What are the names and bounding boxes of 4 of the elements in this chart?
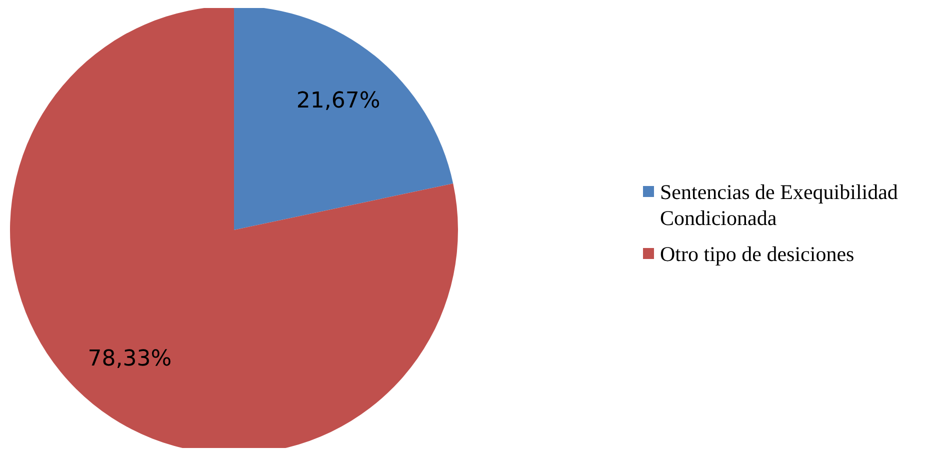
legend-label: Otro tipo de desiciones xyxy=(660,241,854,267)
data-label: 78,33% xyxy=(88,346,172,372)
legend-label: Sentencias de Exequibilidad Condicionada xyxy=(660,179,899,231)
data-label: 21,67% xyxy=(296,88,380,114)
